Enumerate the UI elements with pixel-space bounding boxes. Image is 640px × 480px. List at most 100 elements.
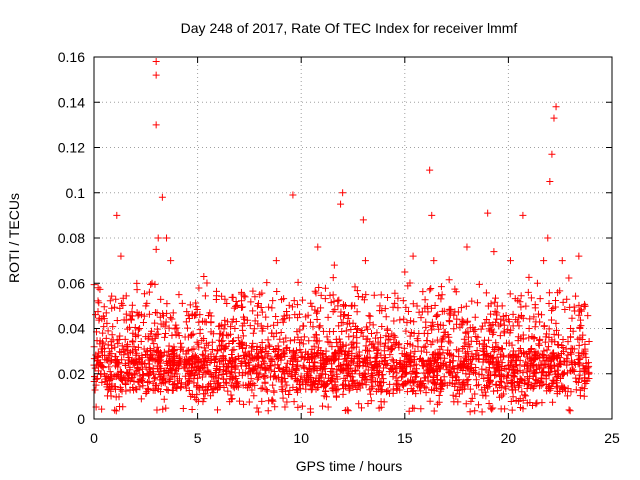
data-point xyxy=(163,234,171,242)
data-point xyxy=(585,374,593,382)
data-point xyxy=(491,294,499,302)
data-point xyxy=(437,385,445,393)
y-tick-label: 0.06 xyxy=(58,275,85,291)
data-point xyxy=(199,398,207,406)
data-point xyxy=(468,360,476,368)
data-point xyxy=(94,284,102,292)
data-point xyxy=(270,373,278,381)
data-point xyxy=(401,370,409,378)
data-point xyxy=(132,385,140,393)
data-point xyxy=(291,350,299,358)
data-point xyxy=(329,368,337,376)
data-point xyxy=(497,320,505,328)
data-point xyxy=(165,342,173,350)
data-point xyxy=(434,311,442,319)
data-point xyxy=(533,399,541,407)
data-point xyxy=(215,365,223,373)
data-point xyxy=(304,350,312,358)
data-point xyxy=(372,353,380,361)
data-point xyxy=(261,378,269,386)
data-point xyxy=(546,368,554,376)
data-point xyxy=(512,316,520,324)
data-point xyxy=(248,386,256,394)
data-point xyxy=(174,380,182,388)
data-point xyxy=(364,366,372,374)
data-point xyxy=(181,372,189,380)
data-point xyxy=(549,376,557,384)
data-point xyxy=(290,398,298,406)
data-point xyxy=(148,351,156,359)
data-point xyxy=(111,343,119,351)
data-point xyxy=(111,406,119,414)
data-point xyxy=(462,302,470,310)
data-point xyxy=(437,384,445,392)
data-point xyxy=(351,323,359,331)
data-point xyxy=(359,362,367,370)
data-point xyxy=(417,380,425,388)
data-point xyxy=(165,357,173,365)
data-point xyxy=(532,355,540,363)
data-point xyxy=(472,363,480,371)
data-point xyxy=(201,390,209,398)
data-point xyxy=(427,304,435,312)
x-axis-label: GPS time / hours xyxy=(296,458,403,474)
data-point xyxy=(161,322,169,330)
data-point xyxy=(437,283,445,291)
data-point xyxy=(108,331,116,339)
data-point xyxy=(162,404,170,412)
data-point xyxy=(319,327,327,335)
data-point xyxy=(96,285,104,293)
data-point xyxy=(246,368,254,376)
data-point xyxy=(456,323,464,331)
data-point xyxy=(353,287,361,295)
data-point xyxy=(285,391,293,399)
data-point xyxy=(328,343,336,351)
data-point xyxy=(134,312,142,320)
data-point xyxy=(501,383,509,391)
data-point xyxy=(148,336,156,344)
data-point xyxy=(321,284,329,292)
data-point xyxy=(504,315,512,323)
data-point xyxy=(330,354,338,362)
data-point xyxy=(445,350,453,358)
data-point xyxy=(251,293,259,301)
data-point xyxy=(181,364,189,372)
data-point xyxy=(449,357,457,365)
data-point xyxy=(262,313,270,321)
data-point xyxy=(529,362,537,370)
data-point xyxy=(545,289,553,297)
y-tick-label: 0.04 xyxy=(58,321,85,337)
data-point xyxy=(330,297,338,305)
data-point xyxy=(258,397,266,405)
data-point xyxy=(137,311,145,319)
data-point xyxy=(367,378,375,386)
data-point xyxy=(429,367,437,375)
data-point xyxy=(154,385,162,393)
data-point xyxy=(99,329,107,337)
data-point xyxy=(390,317,398,325)
data-point xyxy=(294,361,302,369)
data-point xyxy=(431,301,439,309)
data-point xyxy=(223,300,231,308)
data-point xyxy=(241,369,249,377)
data-point xyxy=(558,386,566,394)
data-point xyxy=(314,383,322,391)
data-point xyxy=(145,288,153,296)
data-point xyxy=(507,398,515,406)
data-point xyxy=(540,352,548,360)
data-point xyxy=(131,331,139,339)
data-point xyxy=(344,314,352,322)
data-point xyxy=(195,386,203,394)
y-tick-label: 0.12 xyxy=(58,140,85,156)
data-point xyxy=(532,318,540,326)
data-point xyxy=(440,373,448,381)
data-point xyxy=(577,322,585,330)
data-point xyxy=(428,326,436,334)
data-point xyxy=(568,345,576,353)
data-point xyxy=(137,337,145,345)
data-point xyxy=(525,273,533,281)
data-point xyxy=(117,252,125,260)
data-point xyxy=(388,356,396,364)
data-point xyxy=(104,341,112,349)
data-point xyxy=(310,333,318,341)
